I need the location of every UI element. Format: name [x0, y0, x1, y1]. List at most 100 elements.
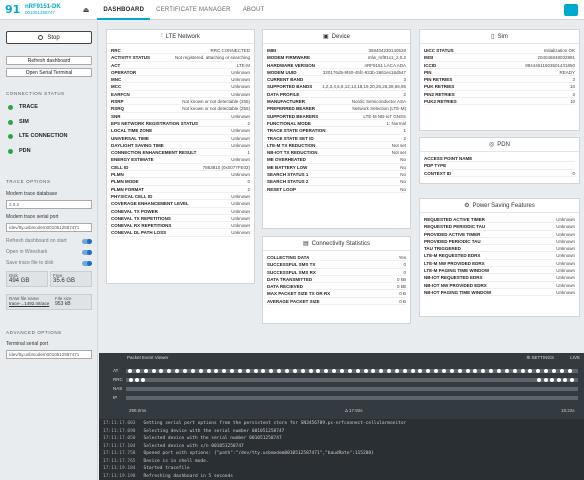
open-serial-terminal-button[interactable]: Open Serial Terminal — [6, 68, 92, 77]
packet-event-marker[interactable] — [269, 369, 274, 373]
raw-file-link[interactable]: trace-...1492.mtrace — [9, 301, 50, 306]
track-nas[interactable] — [126, 387, 578, 391]
info-row: MAX PACKET SIZE TX OR RX 0 B — [267, 290, 406, 298]
modem-db-select[interactable]: 2.0.2 — [6, 200, 92, 209]
refresh-dashboard-button[interactable]: Refresh dashboard — [6, 56, 92, 65]
live-toggle[interactable]: LIVE — [570, 355, 580, 360]
packet-event-marker[interactable] — [347, 369, 352, 373]
settings-button[interactable]: ⚙ SETTINGS — [526, 355, 554, 360]
packet-event-marker[interactable] — [496, 369, 501, 373]
track-rrc[interactable] — [126, 378, 578, 382]
toggle-refresh-on-start[interactable]: Refresh dashboard on start — [6, 238, 92, 244]
packet-event-marker[interactable] — [261, 369, 266, 373]
packet-event-marker[interactable] — [190, 369, 195, 373]
tab-certificate-manager[interactable]: CERTIFICATE MANAGER — [156, 6, 231, 13]
packet-event-marker[interactable] — [394, 369, 399, 373]
packet-event-marker[interactable] — [442, 369, 446, 373]
packet-event-marker[interactable] — [175, 369, 180, 373]
tab-dashboard[interactable]: DASHBOARD — [97, 0, 151, 20]
packet-event-marker[interactable] — [253, 369, 258, 373]
packet-event-marker[interactable] — [556, 378, 561, 382]
packet-event-marker[interactable] — [222, 369, 227, 373]
tab-about[interactable]: ABOUT — [242, 6, 265, 13]
packet-event-marker[interactable] — [569, 378, 574, 382]
packet-event-marker[interactable] — [481, 369, 486, 373]
row-value: Unknown — [556, 238, 575, 244]
packet-event-marker[interactable] — [182, 369, 187, 373]
packet-event-marker[interactable] — [285, 369, 289, 373]
row-value: 0 — [403, 262, 406, 268]
info-row: REQUESTED PERIODIC TAU Unknown — [424, 223, 575, 231]
packet-event-marker[interactable] — [418, 369, 423, 373]
packet-event-marker[interactable] — [135, 378, 139, 382]
packet-event-marker[interactable] — [355, 369, 360, 373]
eject-icon[interactable]: ⏏ — [82, 6, 90, 14]
row-key: SUPPORTED BEARERS — [267, 113, 319, 119]
packet-event-marker[interactable] — [308, 369, 313, 373]
packet-event-marker[interactable] — [550, 378, 554, 382]
packet-event-marker[interactable] — [159, 369, 164, 373]
packet-event-marker[interactable] — [520, 369, 525, 373]
packet-event-marker[interactable] — [563, 378, 567, 382]
packet-event-marker[interactable] — [402, 369, 407, 373]
packet-event-marker[interactable] — [489, 369, 494, 373]
packet-event-marker[interactable] — [379, 369, 384, 373]
info-row: PLMN FORMAT 2 — [111, 186, 250, 193]
packet-event-marker[interactable] — [135, 369, 140, 373]
packet-event-marker[interactable] — [465, 369, 470, 373]
log-panel[interactable]: 17:11:17.003 Getting serial port options … — [99, 419, 584, 480]
packet-event-marker[interactable] — [214, 369, 219, 373]
packet-event-marker[interactable] — [371, 369, 376, 373]
packet-event-marker[interactable] — [504, 369, 509, 373]
row-key: MODEM UUID — [267, 69, 297, 75]
packet-event-marker[interactable] — [230, 369, 235, 373]
toggle-switch[interactable] — [82, 238, 92, 244]
packet-event-marker[interactable] — [292, 369, 297, 373]
track-ip[interactable] — [126, 396, 578, 400]
packet-event-marker[interactable] — [198, 369, 203, 373]
packet-event-marker[interactable] — [426, 369, 431, 373]
packet-event-marker[interactable] — [332, 369, 337, 373]
packet-event-marker[interactable] — [512, 369, 517, 373]
packet-event-marker[interactable] — [528, 369, 533, 373]
packet-event-marker[interactable] — [324, 369, 329, 373]
packet-event-marker[interactable] — [410, 369, 415, 373]
packet-event-marker[interactable] — [141, 378, 145, 382]
packet-event-marker[interactable] — [237, 369, 242, 373]
packet-event-marker[interactable] — [167, 369, 172, 373]
packet-event-marker[interactable] — [387, 369, 392, 373]
modem-port-select[interactable]: /dev/tty.usbmodem0010512587471 — [6, 223, 92, 232]
stop-button[interactable]: Stop — [6, 31, 92, 44]
toggle-switch[interactable] — [82, 249, 92, 255]
packet-event-marker[interactable] — [151, 369, 156, 373]
device-selector[interactable]: nRF9151-DK 001051258747 — [25, 4, 61, 16]
packet-event-marker[interactable] — [277, 369, 282, 373]
packet-event-marker[interactable] — [363, 369, 368, 373]
packet-event-marker[interactable] — [543, 378, 548, 382]
packet-event-marker[interactable] — [537, 378, 541, 382]
packet-event-marker[interactable] — [473, 369, 478, 373]
info-row: NB-IOT TX REDUCTION Not set — [267, 149, 406, 157]
packet-event-marker[interactable] — [434, 369, 439, 373]
row-value: READY — [559, 69, 575, 75]
packet-event-marker[interactable] — [551, 369, 556, 373]
packet-event-marker[interactable] — [536, 369, 541, 373]
terminal-port-select[interactable]: /dev/tty.usbmodem0010512587471 — [6, 350, 92, 359]
packet-event-marker[interactable] — [316, 369, 321, 373]
track-at[interactable] — [126, 369, 578, 373]
toggle-save-trace[interactable]: Save trace file to disk — [6, 260, 92, 266]
packet-event-marker[interactable] — [339, 369, 344, 373]
packet-event-marker[interactable] — [449, 369, 454, 373]
packet-event-marker[interactable] — [567, 369, 572, 373]
packet-event-marker[interactable] — [544, 369, 549, 373]
packet-event-marker[interactable] — [143, 369, 148, 373]
packet-event-marker[interactable] — [457, 369, 462, 373]
toggle-switch[interactable] — [82, 260, 92, 266]
packet-event-marker[interactable] — [128, 369, 132, 373]
packet-event-marker[interactable] — [206, 369, 211, 373]
toggle-wireshark[interactable]: Open in Wireshark — [6, 249, 92, 255]
packet-event-marker[interactable] — [300, 369, 305, 373]
packet-event-marker[interactable] — [245, 369, 250, 373]
packet-event-marker[interactable] — [129, 378, 133, 382]
packet-event-marker[interactable] — [559, 369, 564, 373]
